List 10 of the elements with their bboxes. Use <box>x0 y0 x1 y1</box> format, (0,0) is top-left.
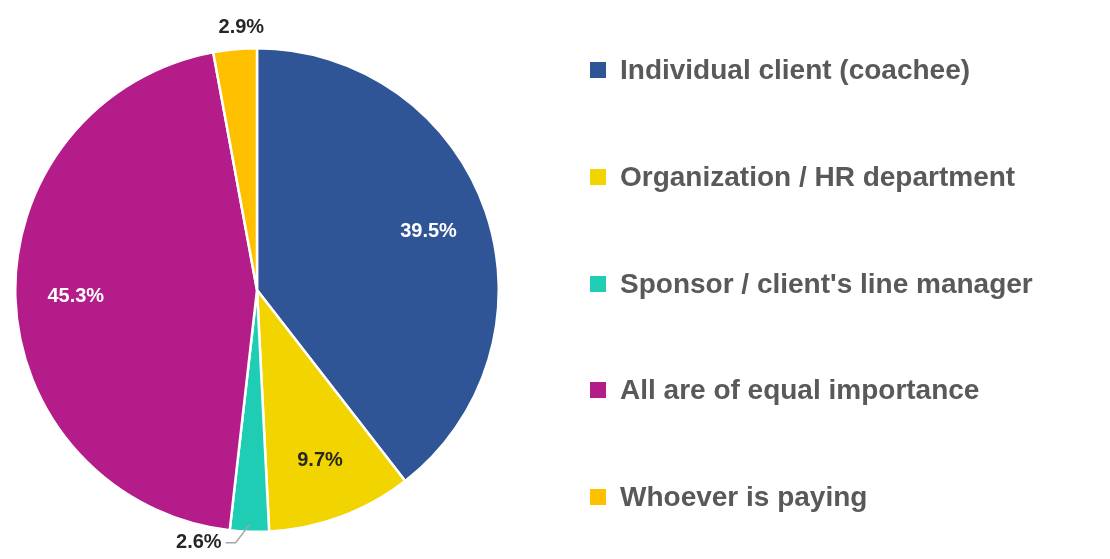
legend-label: Sponsor / client's line manager <box>620 267 1033 300</box>
data-label: 2.6% <box>176 530 222 553</box>
legend-label: Organization / HR department <box>620 160 1016 193</box>
legend-label: Individual client (coachee) <box>620 54 971 86</box>
data-label: 39.5% <box>400 218 458 241</box>
legend-label: All are of equal importance <box>620 374 980 407</box>
data-label: 2.9% <box>218 14 265 37</box>
data-label: 45.3% <box>47 283 105 306</box>
legend-label: Whoever is paying <box>620 481 868 513</box>
data-label: 9.7% <box>297 447 344 470</box>
